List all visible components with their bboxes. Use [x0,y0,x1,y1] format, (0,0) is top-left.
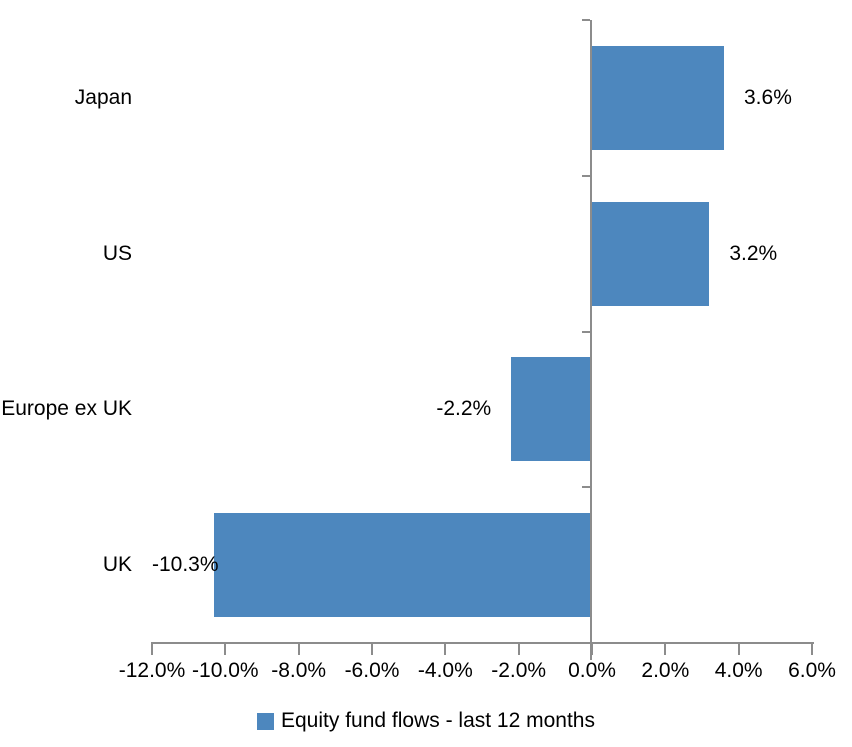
y-axis-line [590,20,592,660]
y-axis-tick [582,174,590,177]
category-label: Europe ex UK [1,397,132,421]
data-label: -2.2% [436,397,492,421]
x-axis-tick [371,642,373,655]
y-axis-tick [582,486,590,489]
x-axis-tick [737,642,740,655]
x-tick-label: 6.0% [788,659,836,682]
legend-swatch-icon [257,712,274,730]
category-label: US [102,241,132,265]
x-tick-label: 0.0% [568,659,616,682]
x-axis-tick [591,642,593,655]
data-label: -10.3% [152,553,219,577]
bar-japan [592,45,724,150]
x-tick-label: -4.0% [417,659,473,682]
data-label: 3.6% [744,85,792,109]
y-axis-tick [582,19,590,21]
chart-legend: Equity fund flows - last 12 months [0,706,852,736]
x-tick-label: -6.0% [344,659,400,682]
y-axis-tick [582,642,590,644]
bar-europe-ex-uk [511,357,592,462]
x-tick-label: 2.0% [641,659,690,682]
x-tick-label: -12.0% [118,659,186,682]
x-tick-label: -8.0% [271,659,327,682]
x-axis-tick [151,642,153,655]
x-axis-tick [444,642,447,655]
x-axis-tick [664,642,667,655]
x-axis-tick [811,642,813,655]
x-axis-tick [297,642,300,655]
x-tick-label: -10.0% [192,659,259,682]
x-tick-label: 4.0% [714,659,763,682]
category-label: UK [102,553,132,577]
bar-uk [214,513,592,618]
x-axis-tick [517,642,520,655]
legend-label: Equity fund flows - last 12 months [281,709,595,732]
x-axis-tick [224,642,227,655]
x-axis-line [152,642,814,644]
data-label: 3.2% [729,241,778,265]
y-axis-tick [582,330,590,333]
bar-us [592,201,710,306]
category-label: Japan [74,85,132,109]
x-tick-label: -2.0% [491,659,547,682]
